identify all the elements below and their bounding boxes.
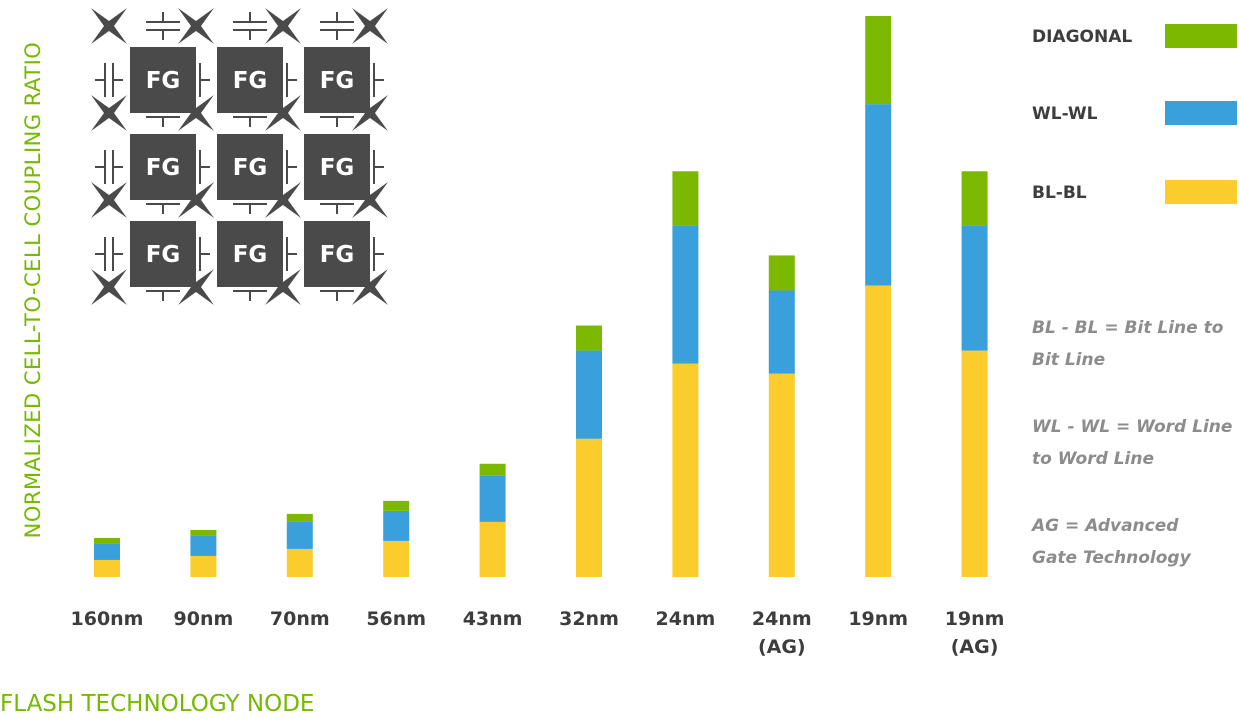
fg-cell-label: FG — [320, 242, 355, 268]
fg-cell — [217, 221, 283, 287]
x-tick-label: 19nm — [945, 608, 1005, 630]
bar-diagonal-3 — [383, 500, 410, 511]
x-tick-label: 19nm — [848, 608, 908, 630]
fg-cell-label: FG — [146, 155, 181, 181]
x-tick-labels: 160nm 90nm 70nm 56nm 43nm 32nm 24nm 24nm (AG) 19n… — [71, 608, 1005, 658]
legend-swatch-diagonal — [1165, 24, 1237, 48]
fg-cell-label: FG — [320, 68, 355, 94]
x-tick-label: 70nm — [270, 608, 330, 630]
bar-wl_wl-1 — [190, 535, 217, 556]
y-axis-label: NORMALIZED CELL-TO-CELL COUPLING RATIO — [21, 42, 45, 539]
x-tick-label: (AG) — [758, 636, 806, 658]
fg-cell-label: FG — [233, 68, 268, 94]
bar-wl_wl-2 — [286, 521, 313, 549]
x-tick-label: 56nm — [366, 608, 426, 630]
legend-label-bl_bl: BL-BL — [1032, 183, 1087, 203]
fg-cell — [217, 134, 283, 200]
fg-cell-label: FG — [233, 242, 268, 268]
bar-bl_bl-9 — [961, 350, 988, 577]
note-line: Bit Line — [1032, 350, 1105, 370]
note-line: to Word Line — [1032, 449, 1154, 469]
bar-bl_bl-4 — [479, 521, 506, 577]
x-tick-label: 160nm — [71, 608, 144, 630]
bar-wl_wl-3 — [383, 510, 410, 541]
legend-label-wl_wl: WL-WL — [1032, 104, 1098, 124]
fg-cell — [130, 47, 196, 113]
bar-wl_wl-6 — [672, 225, 699, 364]
fg-cell — [130, 134, 196, 200]
fg-cell — [304, 134, 370, 200]
legend: DIAGONAL WL-WL BL-BL — [1032, 24, 1237, 204]
abbreviation-notes: BL - BL = Bit Line to Bit Line WL - WL = W… — [1030, 318, 1232, 568]
bar-bl_bl-3 — [383, 540, 410, 577]
bar-bl_bl-5 — [576, 438, 602, 577]
x-tick-label: 90nm — [174, 608, 234, 630]
bar-wl_wl-4 — [479, 475, 506, 522]
note-line: Gate Technology — [1032, 548, 1192, 568]
x-tick-label: 24nm — [752, 608, 812, 630]
bar-bl_bl-6 — [672, 363, 699, 577]
fg-cell-label: FG — [320, 155, 355, 181]
bar-diagonal-1 — [190, 529, 217, 536]
x-tick-label: (AG) — [951, 636, 999, 658]
fg-cell — [304, 47, 370, 113]
bar-wl_wl-9 — [961, 225, 988, 351]
floating-gate-array-diagram: FG FG FG FG FG FG FG FG FG — [91, 8, 388, 305]
fg-cell — [217, 47, 283, 113]
fg-cell-label: FG — [233, 155, 268, 181]
bar-diagonal-4 — [479, 463, 506, 476]
note-line: AG = Advanced — [1030, 516, 1179, 536]
bar-bl_bl-2 — [286, 548, 313, 577]
legend-swatch-wl_wl — [1165, 101, 1237, 125]
bar-wl_wl-8 — [865, 104, 892, 286]
x-tick-label: 43nm — [463, 608, 523, 630]
fg-cell — [130, 221, 196, 287]
x-tick-label: 32nm — [559, 608, 619, 630]
bar-bl_bl-0 — [94, 559, 120, 577]
bar-bl_bl-1 — [190, 555, 217, 577]
fg-cell-label: FG — [146, 68, 181, 94]
bar-diagonal-7 — [768, 255, 795, 291]
bar-diagonal-6 — [672, 171, 699, 226]
note-line: WL - WL = Word Line — [1032, 417, 1232, 437]
bar-bl_bl-8 — [865, 285, 892, 577]
bar-diagonal-0 — [94, 537, 120, 544]
bar-wl_wl-0 — [94, 543, 120, 560]
x-axis-label: FLASH TECHNOLOGY NODE — [0, 691, 314, 717]
bars-group — [94, 16, 988, 577]
bar-diagonal-9 — [961, 171, 988, 226]
bar-diagonal-2 — [286, 513, 313, 522]
bar-diagonal-5 — [576, 325, 602, 351]
bar-wl_wl-5 — [576, 350, 602, 439]
fg-cell — [304, 221, 370, 287]
note-line: BL - BL = Bit Line to — [1032, 318, 1224, 338]
legend-label-diagonal: DIAGONAL — [1032, 27, 1132, 47]
bar-wl_wl-7 — [768, 290, 795, 374]
fg-cell-label: FG — [146, 242, 181, 268]
bar-bl_bl-7 — [768, 373, 795, 577]
x-tick-label: 24nm — [656, 608, 716, 630]
bar-diagonal-8 — [865, 16, 892, 105]
legend-swatch-bl_bl — [1165, 180, 1237, 204]
